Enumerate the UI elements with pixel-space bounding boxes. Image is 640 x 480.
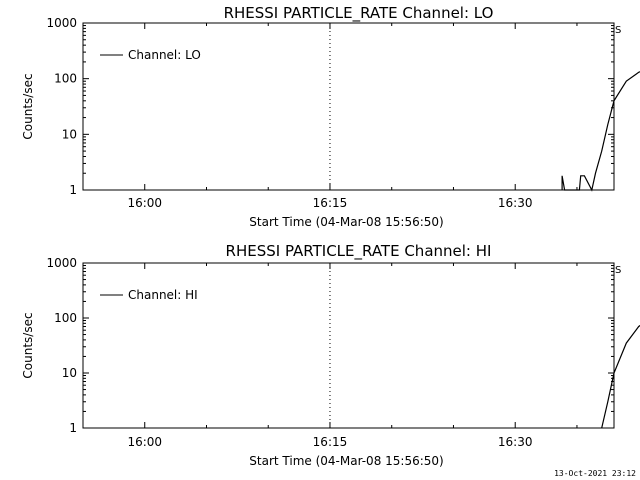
x-tick-label: 16:15: [313, 196, 348, 210]
y-axis-label: Counts/sec: [21, 312, 35, 378]
y-tick-label: 1000: [46, 16, 77, 30]
y-tick-label: 10: [62, 127, 77, 141]
x-tick-label: 16:15: [313, 435, 348, 449]
y-tick-label: 1: [69, 421, 77, 435]
y-tick-label: 1: [69, 183, 77, 197]
chart-panel-1: RHESSI PARTICLE_RATE Channel: LO 1 10 100 10…: [21, 4, 640, 229]
legend-label: Channel: LO: [128, 48, 201, 62]
x-tick-label: 16:30: [498, 196, 533, 210]
legend-label: Channel: HI: [128, 288, 198, 302]
timestamp: 13-Oct-2021 23:12: [554, 469, 636, 478]
chart-panel-2: RHESSI PARTICLE_RATE Channel: HI 1 10 100 10…: [21, 242, 640, 468]
x-axis-label: Start Time (04-Mar-08 15:56:50): [249, 215, 443, 229]
y-tick-label: 10: [62, 366, 77, 380]
y-tick-label: 100: [54, 311, 77, 325]
event-marker-label: S: [615, 265, 621, 276]
x-tick-label: 16:00: [127, 435, 162, 449]
event-marker-label: S: [615, 25, 621, 36]
y-tick-label: 1000: [46, 256, 77, 270]
series-line: [561, 71, 640, 192]
y-axis-label: Counts/sec: [21, 73, 35, 139]
x-tick-label: 16:00: [127, 196, 162, 210]
x-tick-label: 16:30: [498, 435, 533, 449]
x-axis-label: Start Time (04-Mar-08 15:56:50): [249, 454, 443, 468]
y-tick-label: 100: [54, 72, 77, 86]
series-line: [601, 324, 640, 429]
chart-title: RHESSI PARTICLE_RATE Channel: HI: [226, 242, 492, 261]
chart-title: RHESSI PARTICLE_RATE Channel: LO: [224, 4, 494, 23]
